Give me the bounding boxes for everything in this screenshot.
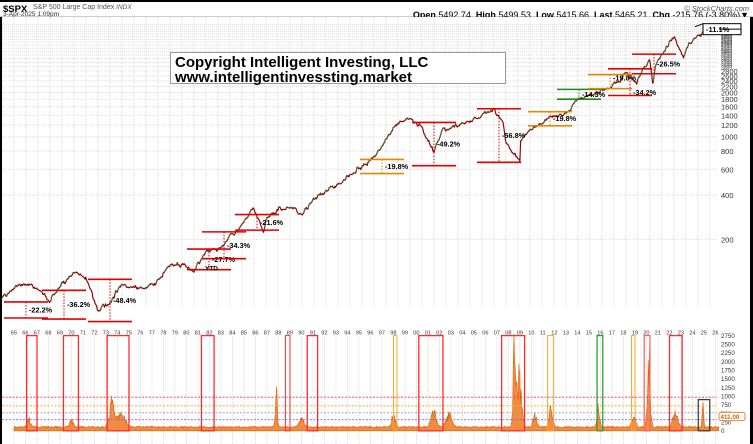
svg-text:77: 77 [149, 331, 155, 337]
svg-text:03: 03 [448, 331, 454, 337]
svg-text:94: 94 [344, 331, 350, 337]
svg-text:11: 11 [540, 331, 546, 337]
svg-text:25: 25 [701, 331, 707, 337]
svg-text:06: 06 [482, 331, 488, 337]
svg-text:1250: 1250 [721, 385, 735, 392]
svg-text:1200: 1200 [721, 121, 738, 130]
svg-text:87: 87 [264, 331, 270, 337]
svg-text:84: 84 [229, 331, 235, 337]
svg-text:400: 400 [721, 191, 734, 200]
svg-text:-56.8%: -56.8% [502, 131, 526, 140]
svg-text:13: 13 [563, 331, 569, 337]
svg-text:69: 69 [57, 331, 63, 337]
svg-text:07: 07 [494, 331, 500, 337]
svg-text:14: 14 [574, 331, 580, 337]
svg-text:-19.8%: -19.8% [553, 114, 577, 123]
svg-text:92: 92 [321, 331, 327, 337]
svg-text:-14.3%: -14.3% [582, 90, 606, 99]
svg-text:-34.3%: -34.3% [227, 241, 251, 250]
svg-text:-26.5%: -26.5% [657, 59, 681, 68]
svg-text:81: 81 [195, 331, 201, 337]
svg-text:79: 79 [172, 331, 178, 337]
svg-text:10: 10 [528, 331, 534, 337]
svg-text:80: 80 [183, 331, 189, 337]
svg-text:2750: 2750 [721, 333, 735, 340]
svg-text:1500: 1500 [721, 376, 735, 383]
svg-text:76: 76 [137, 331, 143, 337]
svg-text:99: 99 [402, 331, 408, 337]
svg-text:-19.8%: -19.8% [385, 162, 409, 171]
svg-text:17: 17 [609, 331, 615, 337]
svg-text:-19.8%: -19.8% [613, 74, 637, 83]
svg-text:96: 96 [367, 331, 373, 337]
svg-text:750: 750 [721, 402, 732, 409]
svg-text:-34.2%: -34.2% [633, 88, 657, 97]
svg-text:78: 78 [160, 331, 166, 337]
svg-text:-22.2%: -22.2% [29, 305, 53, 314]
svg-text:05: 05 [471, 331, 477, 337]
svg-text:0: 0 [721, 428, 725, 435]
svg-text:21: 21 [655, 331, 661, 337]
svg-text:65: 65 [11, 331, 17, 337]
svg-text:600: 600 [721, 165, 734, 174]
svg-text:85: 85 [241, 331, 247, 337]
svg-text:1000: 1000 [721, 133, 738, 142]
svg-text:88: 88 [275, 331, 281, 337]
svg-text:68: 68 [45, 331, 51, 337]
svg-text:26: 26 [712, 331, 718, 337]
svg-text:1000: 1000 [721, 393, 735, 400]
svg-text:97: 97 [379, 331, 385, 337]
svg-text:1750: 1750 [721, 368, 735, 375]
svg-text:-36.2%: -36.2% [67, 300, 91, 309]
svg-text:90: 90 [298, 331, 304, 337]
svg-text:200: 200 [721, 235, 734, 244]
svg-text:72: 72 [91, 331, 97, 337]
svg-text:-48.4%: -48.4% [113, 296, 137, 305]
svg-text:2000: 2000 [721, 359, 735, 366]
svg-text:93: 93 [333, 331, 339, 337]
svg-text:YTD: YTD [205, 265, 218, 272]
svg-text:2250: 2250 [721, 350, 735, 357]
svg-text:800: 800 [721, 147, 734, 156]
svg-text:95: 95 [356, 331, 362, 337]
svg-text:18: 18 [620, 331, 626, 337]
svg-text:1400: 1400 [721, 111, 738, 120]
svg-text:86: 86 [252, 331, 258, 337]
svg-text:411.00: 411.00 [721, 414, 740, 421]
svg-text:-49.2%: -49.2% [437, 140, 461, 149]
svg-text:83: 83 [218, 331, 224, 337]
svg-text:2500: 2500 [721, 342, 735, 349]
svg-text:-21.6%: -21.6% [260, 218, 284, 227]
svg-text:04: 04 [459, 331, 465, 337]
svg-text:71: 71 [80, 331, 86, 337]
svg-text:24: 24 [689, 331, 695, 337]
svg-text:15: 15 [586, 331, 592, 337]
